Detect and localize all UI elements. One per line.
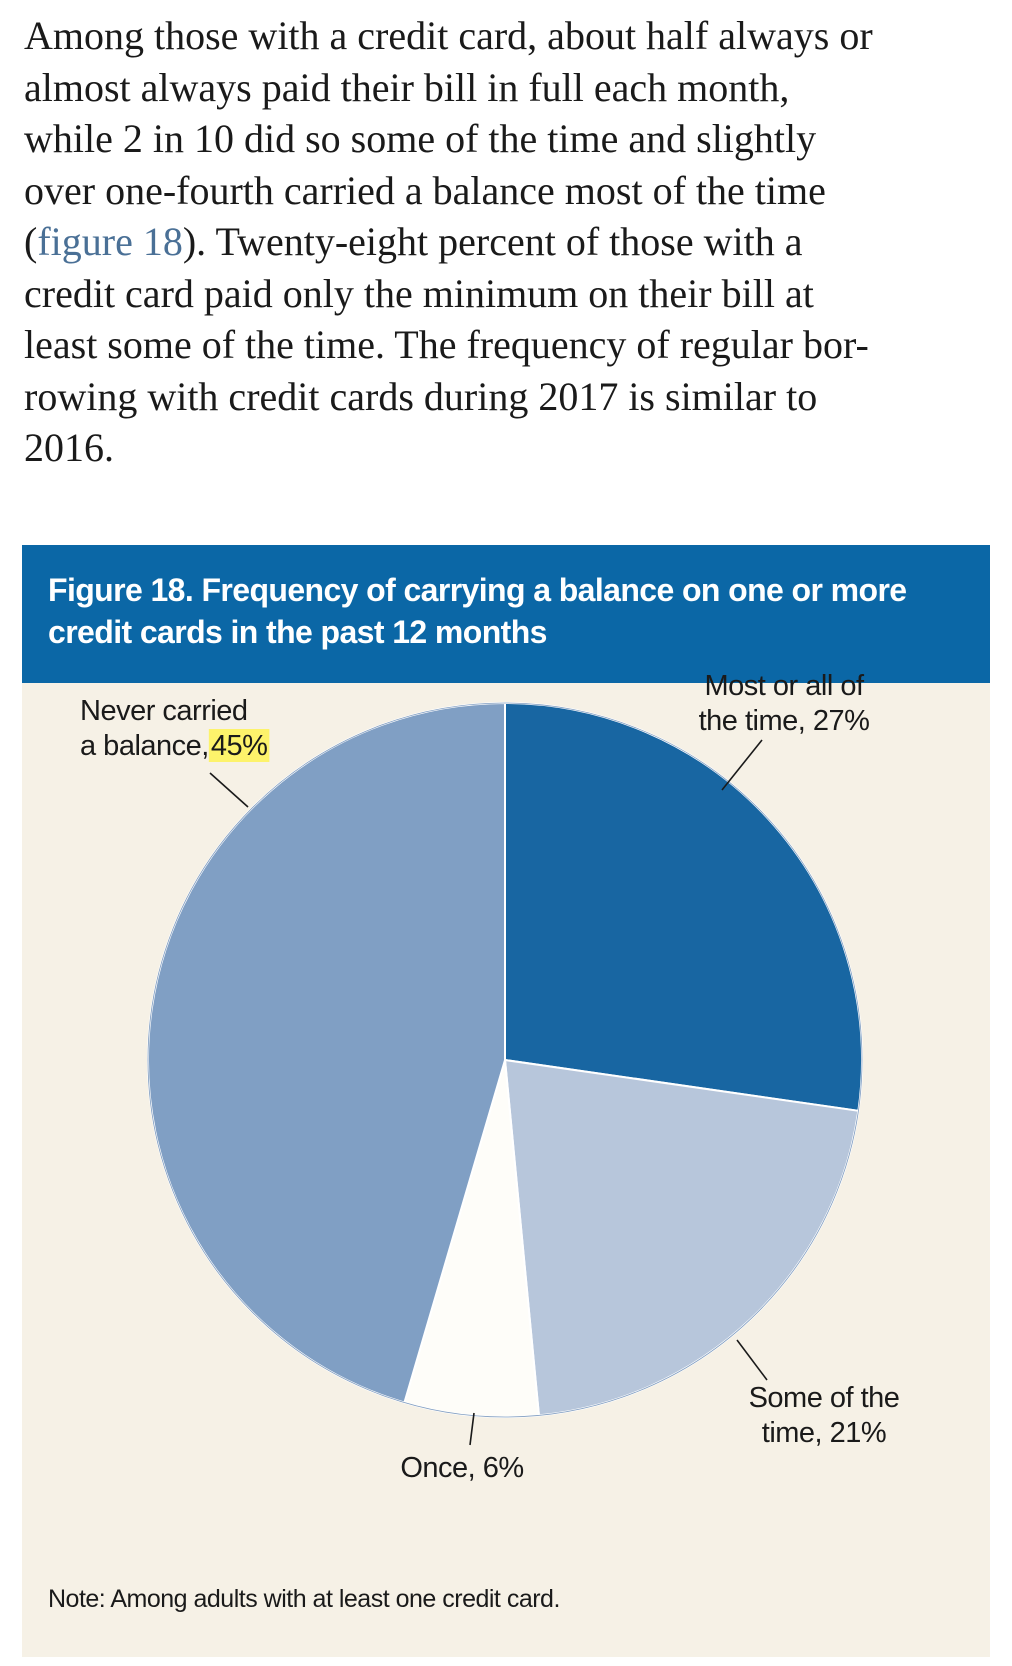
paragraph-line: 2016. [24,425,114,470]
paragraph-line: Among those with a credit card, about ha… [24,13,873,58]
leader-line [721,739,763,791]
body-paragraph: Among those with a credit card, about ha… [24,10,994,474]
paragraph-line: almost always paid their bill in full ea… [24,64,790,110]
pie-outline [147,702,863,1418]
paragraph-line: credit card paid only the minimum on the… [24,270,814,316]
highlight-marker [208,729,270,762]
paren-open: ( [24,219,38,264]
paragraph-line-rest: ). Twenty-eight percent of those with a [182,219,803,264]
paragraph-line: (figure 18). Twenty-eight percent of tho… [24,216,994,268]
slice-label: a balance, [80,730,209,762]
leader-line [469,1412,475,1446]
paragraph-line: while 2 in 10 did so some of the time an… [24,116,817,161]
figure-header: Figure 18. Frequency of carrying a balan… [22,545,990,683]
figure-note: Note: Among adults with at least one cre… [48,1585,560,1613]
paragraph-line: over one-fourth carried a balance most o… [24,167,826,213]
slice-label-value: 45% [211,730,268,762]
slice-label: the time, 27% [699,705,870,737]
figure-18: Figure 18. Frequency of carrying a balan… [22,545,990,1657]
leader-line [736,1339,768,1381]
pie-slice-most-or-all-of-the-time [504,701,863,1112]
slice-label: Once, 6% [400,1452,523,1484]
figure-title: Figure 18. Frequency of carrying a balan… [48,569,978,653]
figure-18-link[interactable]: figure 18 [37,219,183,264]
slice-label: time, 21% [762,1417,886,1449]
paragraph-line: rowing with credit cards during 2017 is … [24,373,818,419]
slice-label: Some of the [749,1382,900,1414]
pie-slice-some-of-the-time [503,1058,860,1417]
figure-title-line: credit cards in the past 12 months [48,614,547,650]
slice-label: Most or all of [705,670,865,702]
figure-title-line: Figure 18. Frequency of carrying a balan… [48,572,907,608]
slice-label: Never carried [80,695,248,727]
paragraph-line: least some of the time. The frequency of… [24,322,869,367]
leader-line [209,772,249,808]
